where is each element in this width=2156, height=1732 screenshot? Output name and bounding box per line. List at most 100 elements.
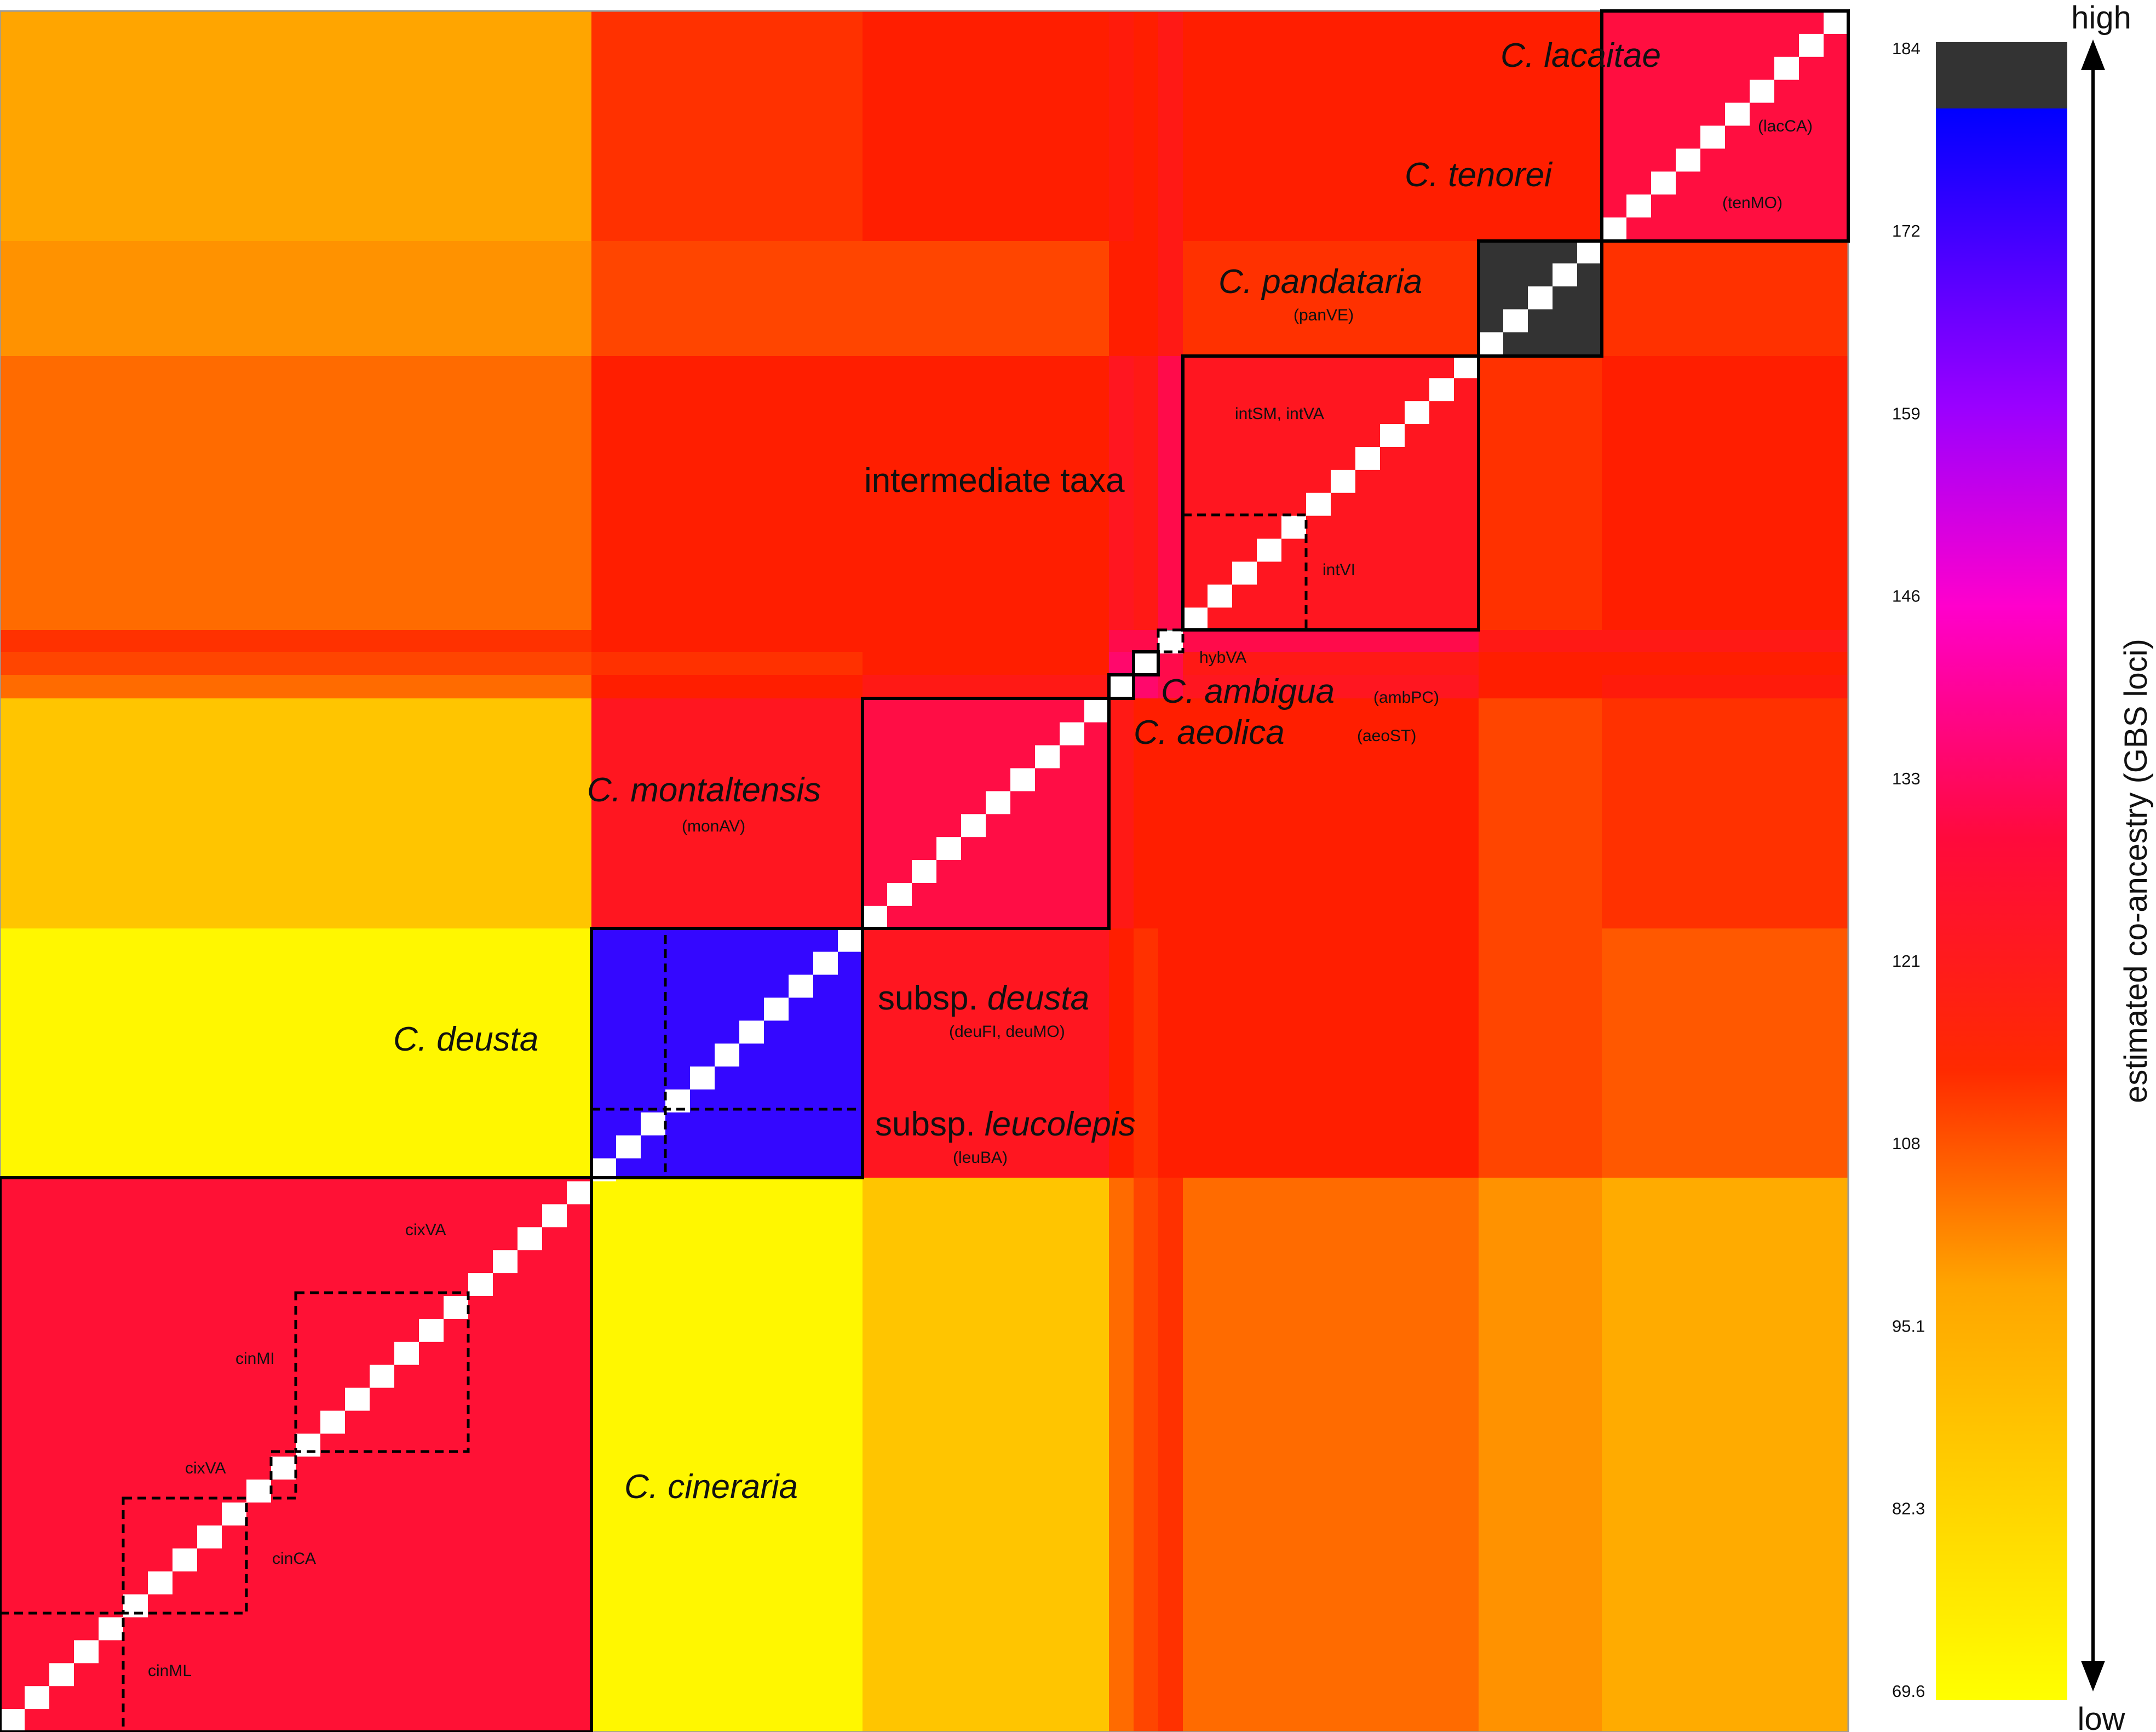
diagonal-cell [1035, 745, 1060, 768]
heatmap-block [863, 11, 1109, 241]
box-lacaitae-tenorei [1600, 9, 1850, 243]
diagonal-cell [1183, 607, 1208, 631]
heatmap-block [1479, 652, 1602, 675]
colorbar-high-label: high [2071, 0, 2131, 36]
diagonal-cell [1429, 378, 1454, 402]
label-monAV: (monAV) [682, 817, 745, 835]
colorbar-title: estimated co-ancestry (GBS loci) [2118, 639, 2154, 1103]
heatmap-block [1183, 675, 1479, 698]
heatmap-block [863, 1178, 1109, 1732]
coancestry-heatmap [0, 10, 1849, 1732]
heatmap-block [1109, 1178, 1134, 1732]
heatmap-block [863, 241, 1109, 356]
heatmap-block [591, 356, 863, 630]
heatmap-block [1602, 928, 1848, 1178]
diagonal-cell [1084, 699, 1109, 722]
diagonal-cell [887, 882, 912, 906]
diagonal-cell [394, 1341, 419, 1365]
heatmap-block [1158, 241, 1183, 356]
diagonal-cell [1281, 515, 1306, 539]
heatmap-block [1602, 652, 1848, 675]
heatmap-block [1183, 1178, 1479, 1732]
label-cixVA-top: cixVA [405, 1221, 446, 1239]
box-montaltensis [861, 697, 1111, 930]
diagonal-cell [1331, 469, 1355, 493]
subgroup-outlines [0, 513, 1308, 1732]
label-cixVA-small: cixVA [185, 1459, 226, 1477]
box-ambigua [1132, 650, 1160, 676]
heatmap-block [591, 1178, 863, 1732]
heatmap-block [1158, 11, 1183, 241]
box-pandataria [1477, 239, 1603, 358]
heatmap-block [863, 630, 1109, 652]
heatmap-block [1158, 675, 1183, 698]
heatmap-block [591, 652, 863, 675]
diagonal-cell [1306, 492, 1331, 516]
diagonal-cell [1257, 538, 1281, 562]
colorbar-tick-label: 172 [1892, 221, 1921, 240]
heatmap-block [1109, 928, 1134, 1178]
diagonal-cell [912, 860, 936, 883]
diagonal-cell [764, 997, 789, 1021]
heatmap-block [1134, 928, 1158, 1178]
label-cinMI: cinMI [235, 1350, 275, 1368]
heatmap-block [1158, 928, 1183, 1178]
label-lacCA: (lacCA) [1758, 117, 1813, 135]
label-hybVA: hybVA [1199, 649, 1246, 667]
diagonal-cell [1109, 676, 1134, 699]
diagonal-cell [493, 1250, 518, 1274]
heatmap-block [1134, 630, 1158, 652]
diagonal-cell [986, 791, 1010, 815]
box-cinCA [122, 1496, 248, 1615]
colorbar-ticks: 184 172 159 146 133 121 108 95.1 82.3 69.6 [1892, 39, 1925, 1701]
colorbar-bar [1936, 42, 2067, 1700]
diagonal-cell [99, 1617, 123, 1641]
diagonal-cell [863, 905, 887, 929]
label-subsp-deusta: subsp. deusta [878, 979, 1089, 1017]
heatmap-block [1479, 698, 1602, 928]
heatmap-block [1109, 630, 1134, 652]
heatmap-block [0, 356, 591, 630]
diagonal-cell [1577, 240, 1602, 263]
heatmap-block [1134, 356, 1158, 630]
diagonal-cell [148, 1571, 173, 1595]
diagonal-cell [74, 1640, 99, 1664]
heatmap-block [1602, 630, 1848, 652]
diagonal-cell [542, 1204, 567, 1228]
heatmap-block [591, 241, 863, 356]
label-cinCA: cinCA [272, 1550, 316, 1568]
diagonal-cell [813, 951, 838, 975]
diagonal-cell [271, 1456, 296, 1480]
label-tenorei: C. tenorei [1405, 156, 1553, 194]
diagonal-cell [1725, 102, 1750, 126]
label-intSM-intVA: intSM, intVA [1235, 405, 1324, 423]
label-panVE: (panVE) [1293, 306, 1354, 324]
heatmap-block [1134, 1178, 1158, 1732]
diagonal-cell [1355, 446, 1380, 470]
box-leuBA [590, 1108, 667, 1179]
diagonal-cell [1799, 33, 1824, 57]
label-cineraria: C. cineraria [624, 1468, 798, 1506]
group-labels: C. lacaitae (lacCA) C. tenorei (tenMO) C… [148, 37, 1813, 1680]
diagonal-cell [1232, 561, 1257, 585]
diagonal-cell [0, 1709, 25, 1732]
colorbar-tick-label: 159 [1892, 404, 1921, 423]
colorbar-arrow-down [2081, 1661, 2105, 1691]
diagonal-cell [1405, 401, 1429, 425]
diagonal-cell [518, 1227, 542, 1251]
diagonal-cell [197, 1525, 222, 1549]
colorbar: 184 172 159 146 133 121 108 95.1 82.3 69.6 high l… [1892, 0, 2154, 1732]
diagonal-cell [1651, 171, 1676, 195]
diagonal-cell [296, 1433, 320, 1457]
label-deusta: C. deusta [393, 1020, 538, 1058]
box-cineraria [0, 1176, 593, 1732]
diagonal-cell [1134, 653, 1158, 676]
heatmap-block [1183, 241, 1479, 356]
heatmap-block [1109, 11, 1134, 241]
diagonal-cell [1380, 424, 1405, 447]
heatmap-frame [0, 10, 1849, 1732]
box-hybVA [1157, 628, 1185, 653]
diagonal-cell [567, 1181, 591, 1205]
colorbar-low-label: low [2077, 1701, 2125, 1732]
